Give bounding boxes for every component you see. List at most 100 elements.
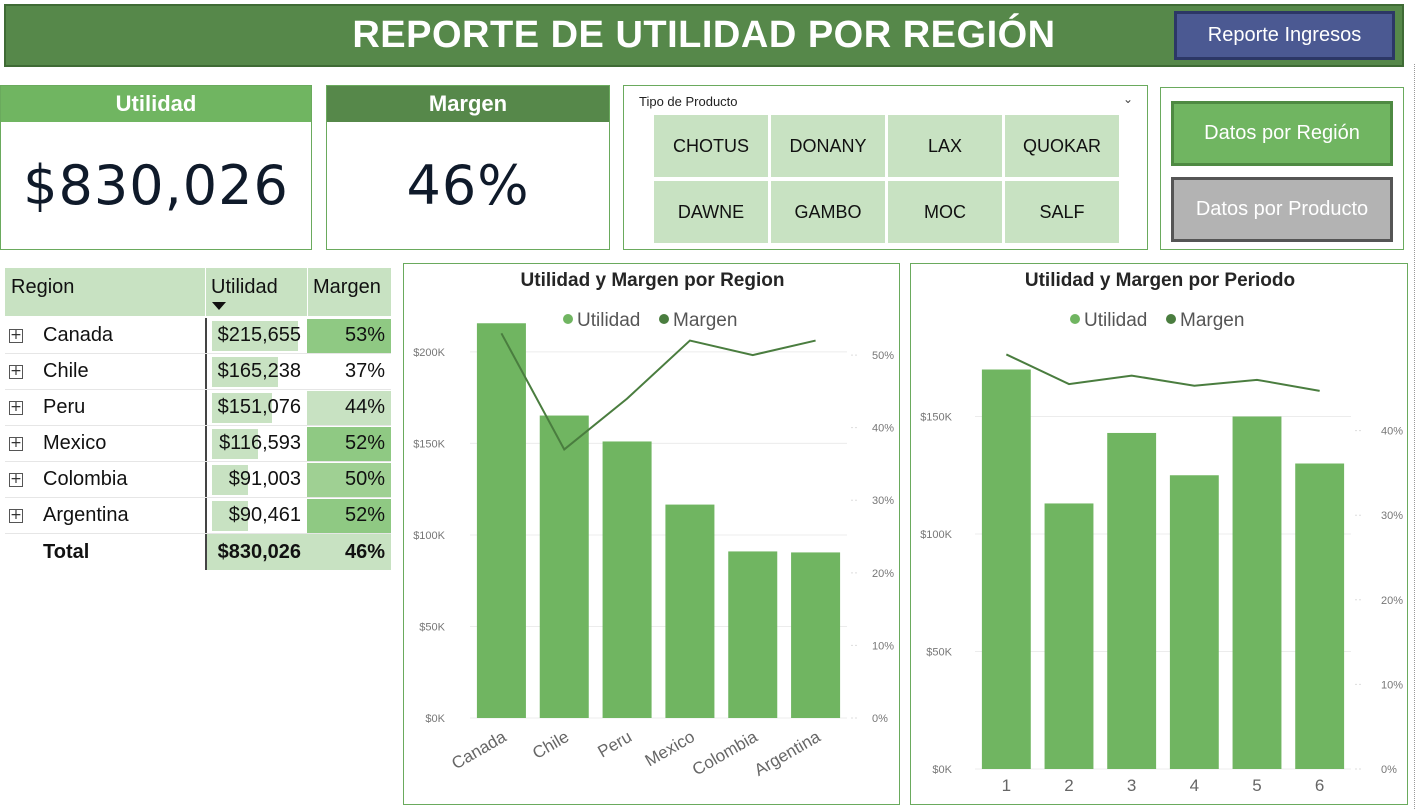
margen-cell-bg bbox=[307, 319, 391, 353]
utilidad-data-bar bbox=[212, 393, 272, 423]
slicer-option-lax[interactable]: LAX bbox=[888, 115, 1002, 177]
expand-plus-icon[interactable]: + bbox=[9, 507, 23, 523]
x-tick-label: 1 bbox=[1002, 776, 1011, 795]
y-right-tick-label: 40% bbox=[872, 423, 894, 435]
y-right-tick-label: 30% bbox=[1381, 510, 1403, 522]
slicer-title: Tipo de Producto bbox=[639, 94, 738, 109]
column-divider bbox=[205, 534, 207, 570]
row-margen: 37% bbox=[344, 360, 385, 382]
bar-colombia bbox=[728, 551, 778, 718]
table-row[interactable]: + Argentina $90,461 52% bbox=[5, 498, 391, 534]
y-left-tick-label: $200K bbox=[413, 347, 445, 359]
column-divider bbox=[205, 390, 207, 425]
x-tick-label: 4 bbox=[1190, 776, 1199, 795]
legend-margen-label: Margen bbox=[1180, 310, 1244, 331]
slicer-option-moc[interactable]: MOC bbox=[888, 181, 1002, 243]
table-row[interactable]: + Chile $165,238 37% bbox=[5, 354, 391, 390]
bar-canada bbox=[476, 323, 526, 718]
x-tick-label: 2 bbox=[1064, 776, 1073, 795]
kpi-utilidad-value: $830,026 bbox=[23, 153, 289, 217]
table-row[interactable]: + Colombia $91,003 50% bbox=[5, 462, 391, 498]
margen-cell-bg bbox=[307, 355, 391, 389]
column-divider bbox=[205, 354, 207, 389]
chart-utilidad-margen-periodo: Utilidad y Margen por Periodo Utilidad Mar… bbox=[910, 263, 1408, 805]
column-divider bbox=[307, 268, 308, 316]
row-margen: 52% bbox=[344, 432, 385, 454]
view-buttons-panel: Datos por Región Datos por Producto bbox=[1160, 87, 1404, 250]
row-utilidad: $165,238 bbox=[217, 360, 301, 382]
expand-plus-icon[interactable]: + bbox=[9, 471, 23, 487]
legend-utilidad-marker bbox=[1070, 314, 1080, 324]
bar-5 bbox=[1232, 416, 1282, 769]
x-tick-label: Argentina bbox=[751, 727, 824, 780]
slicer-option-gambo[interactable]: GAMBO bbox=[771, 181, 885, 243]
tipo-producto-slicer: Tipo de Producto ⌄ CHOTUS DONANY LAX QUO… bbox=[623, 85, 1148, 250]
column-divider bbox=[205, 426, 207, 461]
slicer-option-donany[interactable]: DONANY bbox=[771, 115, 885, 177]
expand-plus-icon[interactable]: + bbox=[9, 435, 23, 451]
utilidad-data-bar bbox=[212, 321, 298, 351]
y-left-tick-label: $100K bbox=[413, 530, 445, 542]
slicer-option-quokar[interactable]: QUOKAR bbox=[1005, 115, 1119, 177]
header-utilidad[interactable]: Utilidad bbox=[211, 275, 278, 298]
utilidad-data-bar bbox=[212, 465, 248, 495]
y-left-tick-label: $100K bbox=[920, 529, 952, 541]
datos-por-region-button[interactable]: Datos por Región bbox=[1171, 101, 1393, 166]
bar-argentina bbox=[791, 552, 841, 718]
row-region: Colombia bbox=[43, 468, 128, 490]
expand-plus-icon[interactable]: + bbox=[9, 399, 23, 415]
y-right-tick-label: 0% bbox=[1381, 764, 1397, 776]
expand-plus-icon[interactable]: + bbox=[9, 327, 23, 343]
slicer-option-chotus[interactable]: CHOTUS bbox=[654, 115, 768, 177]
bar-mexico bbox=[665, 504, 715, 718]
bar-chile bbox=[539, 415, 589, 718]
y-left-tick-label: $0K bbox=[425, 713, 445, 725]
sort-descending-icon[interactable] bbox=[212, 302, 226, 310]
bar-3 bbox=[1107, 432, 1157, 769]
page-title: REPORTE DE UTILIDAD POR REGIÓN bbox=[352, 14, 1056, 56]
slicer-option-salf[interactable]: SALF bbox=[1005, 181, 1119, 243]
table-row[interactable]: + Peru $151,076 44% bbox=[5, 390, 391, 426]
x-tick-label: Canada bbox=[448, 727, 510, 774]
column-divider bbox=[205, 268, 206, 316]
y-right-tick-label: 10% bbox=[1381, 679, 1403, 691]
reporte-ingresos-button[interactable]: Reporte Ingresos bbox=[1174, 11, 1395, 60]
legend-utilidad-marker bbox=[563, 314, 573, 324]
table-row[interactable]: + Canada $215,655 53% bbox=[5, 318, 391, 354]
column-divider bbox=[205, 498, 207, 533]
y-left-tick-label: $0K bbox=[932, 764, 952, 776]
column-divider bbox=[205, 318, 207, 353]
y-left-tick-label: $50K bbox=[926, 647, 952, 659]
chart-utilidad-margen-region: Utilidad y Margen por Region Utilidad Marg… bbox=[403, 263, 900, 805]
legend-utilidad-label: Utilidad bbox=[577, 310, 640, 331]
header-region[interactable]: Region bbox=[11, 275, 75, 298]
margen-cell-bg bbox=[307, 391, 391, 425]
total-margen: 46% bbox=[344, 540, 385, 563]
bar-4 bbox=[1169, 475, 1219, 769]
slicer-option-dawne[interactable]: DAWNE bbox=[654, 181, 768, 243]
row-utilidad: $90,461 bbox=[228, 504, 301, 526]
total-label: Total bbox=[43, 540, 90, 563]
kpi-margen-label: Margen bbox=[327, 86, 609, 122]
kpi-utilidad-label: Utilidad bbox=[1, 86, 311, 122]
bar-1 bbox=[981, 369, 1031, 769]
row-utilidad: $215,655 bbox=[217, 324, 301, 346]
row-margen: 44% bbox=[344, 396, 385, 418]
x-tick-label: 5 bbox=[1252, 776, 1261, 795]
total-bg bbox=[207, 534, 391, 570]
region-table: Region Utilidad Margen + Canada $215,655 53… bbox=[5, 268, 391, 570]
row-region: Canada bbox=[43, 324, 114, 346]
margen-cell-bg bbox=[307, 427, 391, 461]
legend-utilidad-label: Utilidad bbox=[1084, 310, 1147, 331]
table-row[interactable]: + Mexico $116,593 52% bbox=[5, 426, 391, 462]
y-right-tick-label: 20% bbox=[872, 568, 894, 580]
datos-por-producto-button[interactable]: Datos por Producto bbox=[1171, 177, 1393, 242]
kpi-utilidad-card: Utilidad $830,026 bbox=[0, 85, 312, 250]
y-left-tick-label: $50K bbox=[419, 621, 445, 633]
chevron-down-icon[interactable]: ⌄ bbox=[1122, 92, 1133, 106]
chart-title: Utilidad y Margen por Periodo bbox=[1025, 270, 1295, 291]
legend-margen-marker bbox=[659, 314, 669, 324]
y-left-tick-label: $150K bbox=[413, 438, 445, 450]
expand-plus-icon[interactable]: + bbox=[9, 363, 23, 379]
header-margen[interactable]: Margen bbox=[313, 275, 381, 298]
